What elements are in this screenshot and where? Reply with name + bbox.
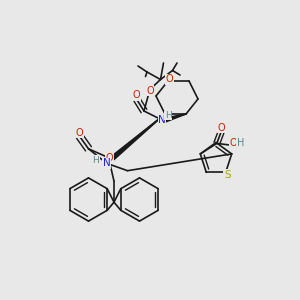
Text: N: N [103, 158, 110, 168]
Text: H: H [93, 156, 99, 165]
Text: H: H [165, 111, 171, 120]
Text: S: S [224, 170, 230, 180]
Text: O: O [218, 122, 225, 133]
Text: O: O [166, 74, 173, 85]
Text: O: O [230, 138, 237, 148]
Text: O: O [146, 86, 154, 96]
Text: O: O [76, 128, 83, 138]
Text: O: O [106, 153, 113, 163]
Text: O: O [133, 90, 140, 100]
Polygon shape [105, 114, 165, 165]
Text: H: H [236, 138, 244, 148]
Text: N: N [158, 115, 166, 125]
Polygon shape [164, 114, 186, 122]
